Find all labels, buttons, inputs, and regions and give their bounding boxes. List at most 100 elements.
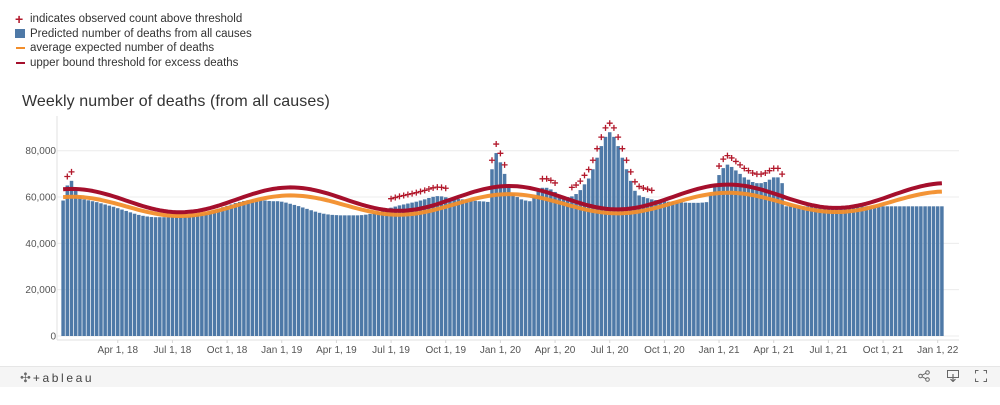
above-threshold-marker [404, 191, 411, 198]
bar [822, 206, 826, 336]
bar [368, 213, 372, 336]
bar [582, 184, 587, 336]
bar [679, 202, 683, 336]
bar [208, 211, 213, 336]
bar [191, 216, 196, 336]
bar [334, 215, 339, 336]
bar [174, 217, 179, 336]
above-threshold-marker [644, 186, 651, 193]
y-tick-label: 40,000 [25, 239, 56, 250]
bar [406, 203, 410, 336]
above-threshold-marker [392, 194, 399, 201]
bar [435, 196, 440, 336]
above-threshold-marker [493, 141, 500, 148]
bar [906, 206, 911, 336]
bar [364, 214, 368, 336]
bar [561, 196, 566, 336]
bar [919, 206, 923, 336]
legend-item-observed-above: + indicates observed count above thresho… [14, 12, 252, 27]
bar [107, 205, 112, 336]
bar [183, 216, 187, 336]
above-threshold-marker [568, 184, 575, 191]
bar [835, 206, 839, 336]
bar [271, 201, 276, 336]
bar [645, 198, 650, 336]
bar [267, 200, 271, 336]
bar [620, 157, 625, 336]
above-threshold-marker [720, 156, 727, 163]
above-threshold-marker [425, 185, 432, 192]
bar [788, 206, 793, 336]
bar [292, 204, 297, 336]
bar [401, 204, 406, 336]
bar [637, 195, 641, 336]
expected-deaths-line [63, 189, 942, 218]
bar [696, 202, 700, 336]
bar [557, 194, 562, 336]
bar [914, 206, 919, 336]
bar [258, 200, 263, 336]
above-threshold-marker [438, 184, 445, 191]
bar [641, 197, 646, 336]
download-icon[interactable] [946, 370, 960, 384]
bar [717, 175, 721, 336]
bar [776, 177, 780, 336]
bar [397, 205, 402, 336]
bar [872, 206, 877, 336]
bar [490, 169, 494, 336]
x-tick-label: Jan 1, 22 [917, 345, 959, 356]
bar [200, 213, 204, 336]
x-tick-label: Oct 1, 20 [644, 345, 685, 356]
threshold-markers [64, 120, 786, 202]
fullscreen-icon[interactable] [974, 370, 988, 384]
tableau-logo[interactable]: ✣ +ableau [20, 370, 94, 386]
bar [263, 200, 267, 336]
bar [166, 217, 170, 336]
bar [935, 206, 940, 336]
bar [82, 199, 86, 336]
line-swatch-icon [14, 61, 30, 64]
bar [94, 202, 99, 336]
above-threshold-marker [396, 193, 403, 200]
above-threshold-marker [577, 178, 584, 185]
x-tick-label: Oct 1, 18 [207, 345, 248, 356]
bar [486, 201, 490, 336]
above-threshold-marker [779, 171, 786, 178]
above-threshold-marker [488, 157, 495, 164]
above-threshold-marker [627, 168, 634, 175]
bar [393, 206, 398, 336]
legend-label: Predicted number of deaths from all caus… [30, 27, 252, 40]
bar [805, 206, 810, 336]
share-icon[interactable] [917, 370, 931, 384]
bar [170, 217, 175, 336]
y-tick-label: 80,000 [25, 146, 56, 157]
bar [801, 206, 805, 336]
bar [586, 178, 591, 336]
bar [683, 202, 688, 336]
above-threshold-marker [543, 175, 550, 182]
bar [662, 201, 667, 336]
above-threshold-marker [602, 124, 609, 131]
above-threshold-marker [552, 179, 559, 186]
bar [443, 197, 448, 336]
x-tick-label: Jul 1, 21 [809, 345, 847, 356]
above-threshold-marker [774, 165, 781, 172]
bar [158, 217, 162, 336]
above-threshold-marker [589, 157, 596, 164]
above-threshold-marker [749, 170, 756, 176]
bar [780, 183, 784, 336]
bar [654, 200, 658, 336]
bar [860, 206, 864, 336]
bar [309, 210, 313, 336]
bar [477, 201, 482, 336]
bar [738, 173, 742, 336]
bar [69, 180, 74, 336]
bar [137, 214, 141, 336]
above-threshold-marker [409, 190, 416, 197]
bar [549, 189, 553, 336]
bar [507, 186, 511, 336]
bar [868, 206, 873, 336]
above-threshold-marker [497, 150, 504, 157]
legend-item-threshold: upper bound threshold for excess deaths [14, 56, 252, 71]
bar [301, 207, 305, 336]
